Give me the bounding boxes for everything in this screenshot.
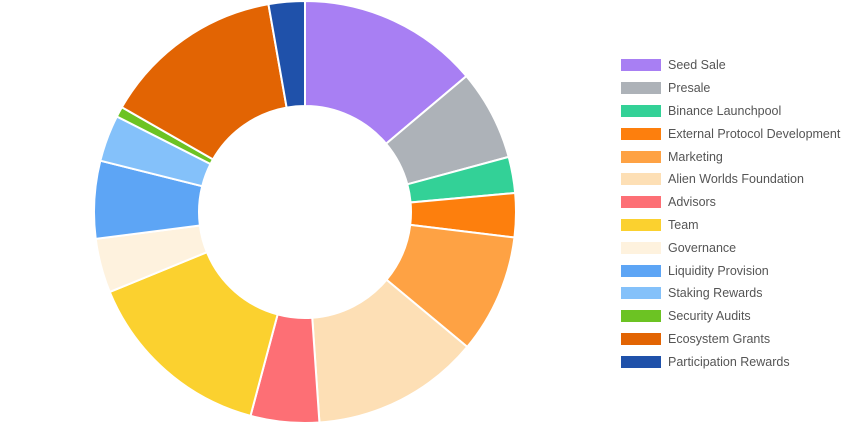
chart-slices [93,0,517,424]
legend-swatch [621,241,661,254]
chart-legend: Seed Sale Presale Binance Launchpool Extern… [621,54,840,373]
legend-swatch [621,332,661,345]
legend-label: Alien Worlds Foundation [668,172,804,187]
legend-item-alien-worlds-foundation[interactable]: Alien Worlds Foundation [621,168,840,191]
legend-item-binance-launchpool[interactable]: Binance Launchpool [621,100,840,123]
legend-swatch [621,150,661,163]
legend-item-participation-rewards[interactable]: Participation Rewards [621,350,840,373]
legend-label: External Protocol Development [668,126,841,141]
legend-swatch [621,264,661,277]
legend-label: Marketing [668,149,723,164]
legend-label: Staking Rewards [668,286,763,301]
legend-label: Team [668,217,699,232]
legend-item-governance[interactable]: Governance [621,236,840,259]
legend-item-liquidity-provision[interactable]: Liquidity Provision [621,259,840,282]
slice-team[interactable] [108,250,279,418]
slice-seed-sale[interactable] [304,0,468,146]
legend-label: Governance [668,240,737,255]
legend-label: Ecosystem Grants [668,331,771,346]
legend-label: Seed Sale [668,58,726,73]
legend-item-external-protocol-development[interactable]: External Protocol Development [621,122,840,145]
legend-swatch [621,355,661,368]
slice-alien-worlds-foundation[interactable] [311,278,469,424]
legend-item-ecosystem-grants[interactable]: Ecosystem Grants [621,328,840,351]
legend-item-team[interactable]: Team [621,214,840,237]
legend-item-staking-rewards[interactable]: Staking Rewards [621,282,840,305]
legend-item-seed-sale[interactable]: Seed Sale [621,54,840,77]
legend-swatch [621,104,661,117]
slice-ecosystem-grants[interactable] [120,3,288,161]
legend-item-marketing[interactable]: Marketing [621,145,840,168]
legend-swatch [621,82,661,95]
legend-label: Participation Rewards [668,354,790,369]
legend-label: Liquidity Provision [668,263,769,278]
legend-swatch [621,196,661,209]
legend-item-presale[interactable]: Presale [621,77,840,100]
legend-swatch [621,127,661,140]
legend-swatch [621,173,661,186]
legend-item-advisors[interactable]: Advisors [621,191,840,214]
slice-participation-rewards[interactable] [267,0,306,109]
legend-swatch [621,59,661,72]
legend-label: Presale [668,81,711,96]
legend-label: Security Audits [668,309,751,324]
legend-label: Binance Launchpool [668,103,782,118]
legend-item-security-audits[interactable]: Security Audits [621,305,840,328]
legend-swatch [621,218,661,231]
legend-swatch [621,310,661,323]
legend-swatch [621,287,661,300]
legend-label: Advisors [668,195,716,210]
